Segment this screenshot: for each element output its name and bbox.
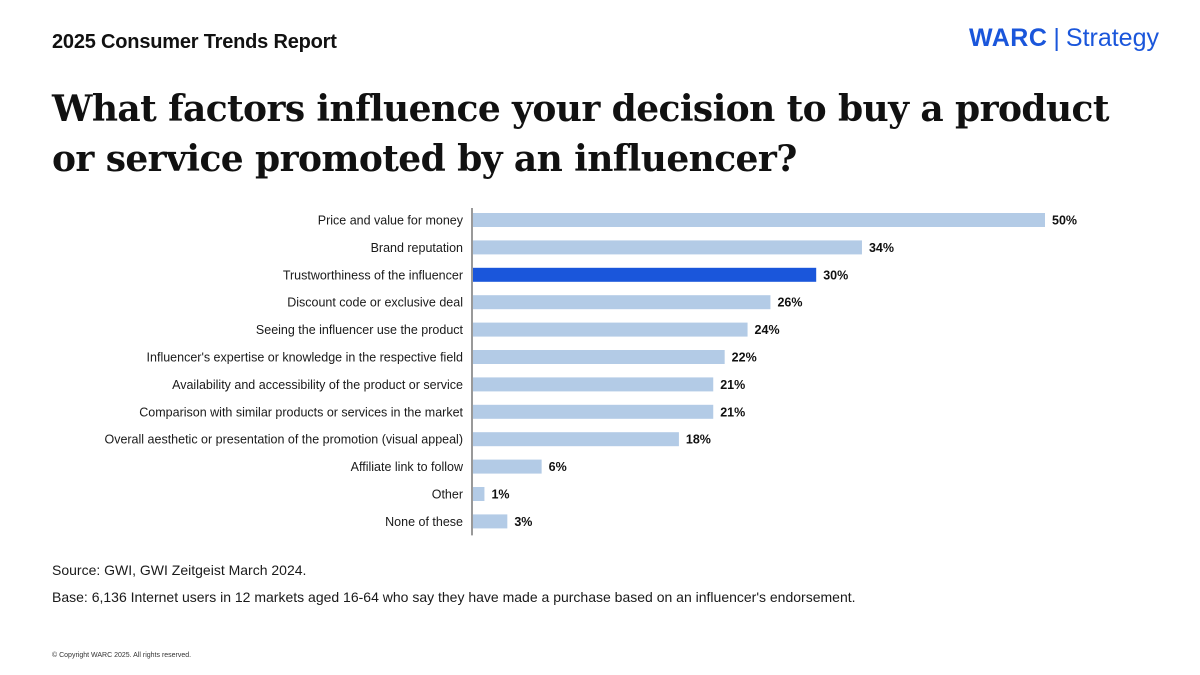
report-label: 2025 Consumer Trends Report: [52, 31, 337, 53]
data-label: 24%: [755, 323, 780, 337]
brand-logo: WARC | Strategy: [969, 24, 1159, 53]
bar: [473, 295, 771, 310]
data-label: 3%: [514, 515, 532, 529]
brand-name: WARC: [969, 24, 1048, 52]
bar: [473, 213, 1045, 227]
bar: [473, 377, 714, 392]
bar-chart: Price and value for money 50% Brand reputa…: [104, 208, 1077, 536]
data-label: 30%: [823, 268, 848, 282]
bar: [473, 240, 862, 255]
base-note: Base: 6,136 Internet users in 12 markets…: [52, 589, 856, 605]
question-title: What factors influence your decision to …: [52, 88, 1109, 180]
data-label: 21%: [720, 378, 745, 392]
brand-separator: |: [1053, 24, 1060, 52]
bar: [473, 459, 542, 474]
category-label: Brand reputation: [371, 241, 463, 255]
bar: [473, 432, 679, 447]
category-label: Affiliate link to follow: [351, 460, 464, 474]
bar: [473, 404, 714, 419]
data-label: 18%: [686, 433, 711, 447]
data-label: 1%: [491, 488, 509, 502]
bar: [473, 514, 508, 529]
category-label: Influencer's expertise or knowledge in t…: [147, 351, 463, 365]
brand-section: Strategy: [1065, 24, 1159, 52]
category-label: Trustworthiness of the influencer: [283, 268, 463, 282]
category-label: Discount code or exclusive deal: [287, 296, 463, 310]
bar: [473, 350, 725, 364]
category-label: Other: [432, 488, 463, 502]
data-label: 6%: [549, 460, 567, 474]
bar: [473, 322, 748, 337]
data-label: 34%: [869, 241, 894, 255]
bar: [473, 487, 485, 501]
category-label: Seeing the influencer use the product: [256, 323, 464, 337]
source-note: Source: GWI, GWI Zeitgeist March 2024.: [52, 562, 307, 578]
category-label: Price and value for money: [318, 214, 464, 228]
data-label: 22%: [732, 351, 757, 365]
data-label: 26%: [777, 296, 802, 310]
bar: [473, 267, 817, 282]
category-label: Comparison with similar products or serv…: [139, 405, 463, 419]
category-label: None of these: [385, 515, 463, 529]
data-label: 50%: [1052, 214, 1077, 228]
category-label: Availability and accessibility of the pr…: [172, 378, 463, 392]
data-label: 21%: [720, 405, 745, 419]
copyright-notice: © Copyright WARC 2025. All rights reserv…: [52, 652, 192, 659]
category-label: Overall aesthetic or presentation of the…: [104, 433, 463, 447]
